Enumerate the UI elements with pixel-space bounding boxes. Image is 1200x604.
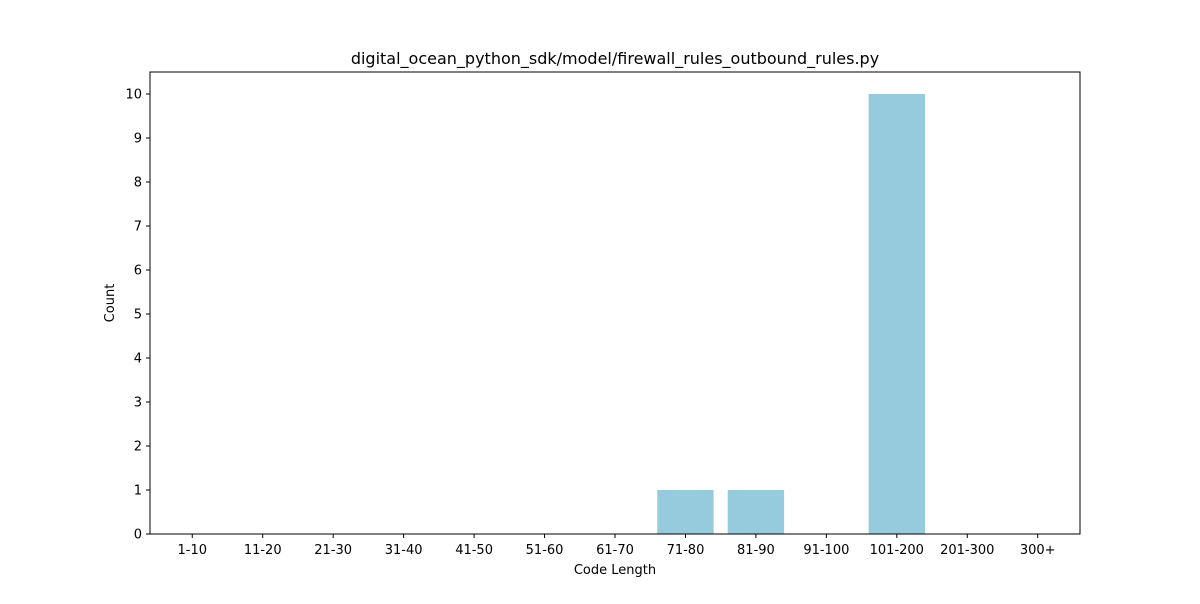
y-tick-label: 6: [134, 264, 142, 279]
y-tick-label: 4: [134, 352, 142, 367]
x-tick-label: 21-30: [314, 543, 352, 558]
y-axis: 0 1 2 3 4 5 6 7 8 9 10: [125, 88, 150, 543]
x-tick-label: 71-80: [667, 543, 705, 558]
y-tick-label: 3: [134, 396, 142, 411]
chart-title: digital_ocean_python_sdk/model/firewall_…: [351, 49, 879, 69]
x-tick-label: 51-60: [526, 543, 564, 558]
y-tick-label: 8: [134, 176, 142, 191]
y-tick-label: 1: [134, 484, 142, 499]
y-tick-label: 9: [134, 132, 142, 147]
bar-101-200: [868, 94, 925, 534]
bars-layer: [657, 94, 925, 534]
x-axis: 1-10 11-20 21-30 31-40 41-50 51-60 61-70 71-80 8…: [178, 534, 1056, 558]
y-tick-label: 7: [134, 220, 142, 235]
y-tick-label: 0: [134, 528, 142, 543]
x-tick-label: 300+: [1020, 543, 1056, 558]
y-axis-label: Count: [103, 284, 118, 323]
x-tick-label: 61-70: [596, 543, 634, 558]
x-tick-label: 81-90: [737, 543, 775, 558]
y-tick-label: 10: [125, 88, 142, 103]
x-tick-label: 31-40: [385, 543, 423, 558]
x-tick-label: 201-300: [940, 543, 994, 558]
x-tick-label: 1-10: [178, 543, 208, 558]
y-tick-label: 2: [134, 440, 142, 455]
plot-frame: [149, 71, 1081, 535]
x-axis-label: Code Length: [574, 563, 656, 578]
bar-81-90: [727, 490, 785, 534]
x-tick-label: 91-100: [803, 543, 849, 558]
x-tick-label: 11-20: [244, 543, 282, 558]
x-tick-label: 101-200: [870, 543, 924, 558]
y-tick-label: 5: [134, 308, 142, 323]
bar-71-80: [657, 490, 714, 534]
x-tick-label: 41-50: [455, 543, 493, 558]
